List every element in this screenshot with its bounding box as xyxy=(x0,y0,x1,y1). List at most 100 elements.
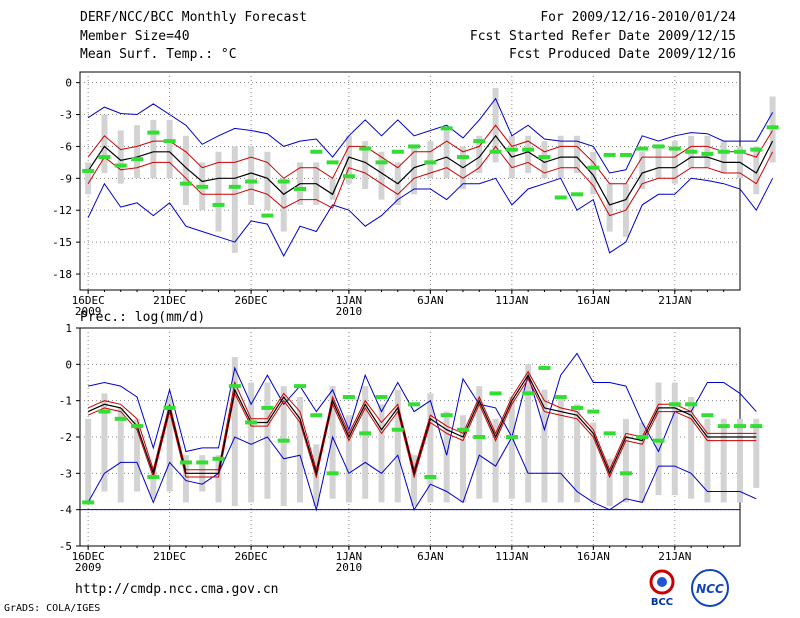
prec-xtick-label: 16JAN xyxy=(577,550,610,563)
temp-ensemble-box xyxy=(574,135,581,174)
temp-obs-marker xyxy=(179,181,192,186)
prec-ensemble-box xyxy=(574,404,581,503)
temp-ensemble-box xyxy=(248,146,255,205)
prec-obs-marker xyxy=(619,471,632,476)
prec-ytick-label: 0 xyxy=(65,358,72,371)
temp-obs-marker xyxy=(554,195,567,200)
temp-frame xyxy=(79,71,741,291)
temp-xtick-year: 2009 xyxy=(75,305,102,318)
prec-obs-marker xyxy=(522,391,535,396)
temp-xtick-label: 11JAN xyxy=(495,294,528,307)
prec-xtick-year: 2010 xyxy=(336,561,363,574)
temp-ytick-label: -3 xyxy=(59,109,72,122)
prec-ensemble-box xyxy=(606,458,613,507)
prec-obs-marker xyxy=(326,471,339,476)
prec-ensemble-box xyxy=(329,386,336,499)
prec-ensemble-box xyxy=(427,393,434,503)
prec-ytick-label: -2 xyxy=(59,431,72,444)
temp-obs-marker xyxy=(717,149,730,154)
temp-ytick-label: -15 xyxy=(52,236,72,249)
prec-ensemble-box xyxy=(671,382,678,496)
temp-ensemble-box xyxy=(134,125,141,179)
temp-ensemble-box xyxy=(753,146,760,195)
temp-ensemble-box xyxy=(329,178,336,200)
temp-obs-marker xyxy=(424,160,437,165)
temp-obs-marker xyxy=(82,168,95,173)
temp-obs-marker xyxy=(408,144,421,149)
temp-obs-marker xyxy=(147,130,160,135)
prec-obs-marker xyxy=(212,456,225,461)
temp-obs-marker xyxy=(375,160,388,165)
temp-ensemble-box xyxy=(639,151,646,189)
prec-obs-marker xyxy=(685,402,698,407)
prec-ensemble-box xyxy=(541,389,548,503)
prec-obs-marker xyxy=(554,395,567,400)
prec-ensemble-box xyxy=(737,418,743,503)
temp-obs-marker xyxy=(196,184,209,189)
temp-obs-marker xyxy=(98,155,111,160)
prec-obs-marker xyxy=(408,402,421,407)
prec-ensemble-box xyxy=(297,397,303,503)
grads-credit: GrADS: COLA/IGES xyxy=(4,603,101,614)
temp-obs-marker xyxy=(456,155,469,160)
source-url[interactable]: http://cmdp.ncc.cma.gov.cn xyxy=(75,582,279,597)
temp-obs-marker xyxy=(587,165,600,170)
temp-line-max xyxy=(87,97,774,174)
temp-xtick-year: 2010 xyxy=(336,305,363,318)
prec-ensemble-box xyxy=(85,418,92,503)
temp-obs-marker xyxy=(522,147,535,152)
prec-obs-marker xyxy=(391,427,404,432)
prec-ensemble-box xyxy=(720,418,727,503)
prec-obs-marker xyxy=(342,395,355,400)
prec-obs-marker xyxy=(505,435,518,439)
temp-obs-marker xyxy=(603,152,616,157)
temp-ensemble-box xyxy=(182,135,189,205)
temp-panel-label: Mean Surf. Temp.: °C xyxy=(80,47,237,62)
prec-obs-marker xyxy=(603,431,616,436)
temp-obs-marker xyxy=(473,139,486,144)
prec-ensemble-box xyxy=(362,386,369,499)
prec-xtick-label: 21JAN xyxy=(658,550,691,563)
prec-ensemble-box xyxy=(280,386,287,507)
temp-ensemble-box xyxy=(525,135,532,174)
temp-obs-marker xyxy=(652,144,665,149)
prec-line-spread_upper xyxy=(87,370,757,472)
prec-ytick-label: -3 xyxy=(59,467,72,480)
temp-xtick-label: 1JAN xyxy=(336,294,363,307)
temp-obs-marker xyxy=(489,149,502,154)
temp-ensemble-box xyxy=(215,151,222,232)
started-refer-date: Fcst Started Refer Date 2009/12/15 xyxy=(469,29,736,44)
prec-ensemble-box xyxy=(508,397,515,499)
temp-ensemble-box xyxy=(427,141,434,179)
temp-ensemble-box xyxy=(231,146,238,253)
temp-ytick-label: 0 xyxy=(65,77,72,90)
prec-obs-marker xyxy=(179,460,192,465)
prec-obs-marker xyxy=(424,474,437,479)
prec-obs-marker xyxy=(114,416,127,421)
temp-obs-marker xyxy=(538,155,551,160)
ncc-logo: NCC xyxy=(691,569,729,607)
temp-obs-marker xyxy=(131,157,144,162)
prec-obs-marker xyxy=(147,474,160,479)
prec-ytick-label: 1 xyxy=(65,322,72,335)
prec-line-max xyxy=(87,352,757,456)
bcc-logo-center xyxy=(657,577,667,587)
temp-xtick-label: 26DEC xyxy=(235,294,268,307)
temp-ensemble-box xyxy=(150,119,157,179)
prec-obs-marker xyxy=(440,413,453,418)
temp-obs-marker xyxy=(342,174,355,179)
temp-obs-marker xyxy=(163,139,176,144)
prec-obs-marker xyxy=(261,405,274,410)
prec-obs-marker xyxy=(82,500,95,505)
temp-obs-marker xyxy=(505,147,518,152)
temp-obs-marker xyxy=(212,202,225,207)
temp-obs-marker xyxy=(766,125,779,130)
temp-ensemble-box xyxy=(264,151,271,211)
temp-obs-marker xyxy=(310,149,323,154)
temp-ytick-label: -18 xyxy=(52,268,72,281)
prec-xtick-label: 16DEC xyxy=(72,550,105,563)
prec-ensemble-box xyxy=(378,404,385,503)
prec-ensemble-box xyxy=(476,386,483,499)
temp-xtick-label: 16JAN xyxy=(577,294,610,307)
